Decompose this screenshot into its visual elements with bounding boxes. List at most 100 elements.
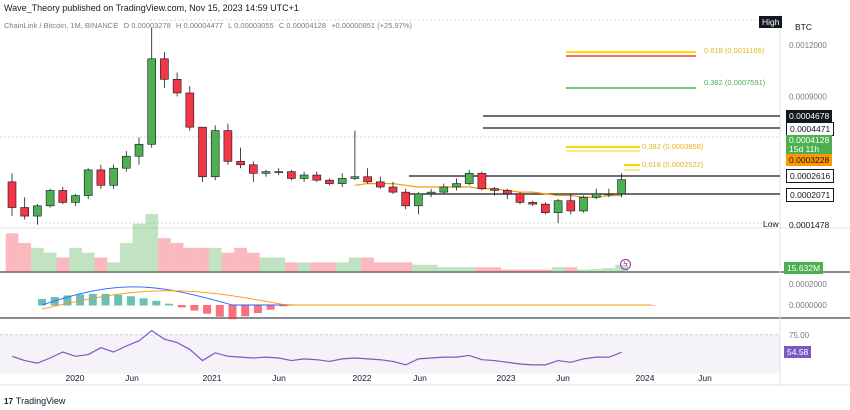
- low-value-label: 0.0001478: [789, 220, 830, 230]
- candle-body: [452, 183, 461, 188]
- candle-body: [617, 179, 626, 195]
- volume-bar: [412, 264, 425, 272]
- high-marker: High: [759, 16, 783, 28]
- volume-bar: [297, 262, 311, 272]
- candle-body: [147, 58, 156, 145]
- volume-bar: [348, 257, 362, 272]
- volume-bar: [272, 257, 286, 272]
- rsi-tick: 75.00: [789, 331, 810, 340]
- macd-histogram-bar: [266, 305, 275, 310]
- macd-tick: 0.0002000: [789, 280, 827, 289]
- candle-body: [325, 179, 334, 184]
- signal-line: [41, 290, 652, 310]
- candle-body: [122, 155, 131, 169]
- candle-body: [299, 174, 309, 179]
- candle-body: [198, 126, 207, 178]
- macd-histogram-bar: [76, 294, 85, 306]
- volume-bar: [259, 257, 273, 272]
- candle-body: [375, 181, 385, 188]
- candle-body: [439, 186, 449, 193]
- macd-histogram-bar: [215, 305, 224, 317]
- macd-histogram-bar: [88, 293, 97, 306]
- low-marker: Low: [763, 219, 779, 229]
- volume-bar: [513, 269, 527, 272]
- lightning-icon[interactable]: ϟ: [620, 259, 631, 270]
- candle-body: [490, 188, 499, 191]
- volume-label: 15.632M: [784, 262, 824, 274]
- macd-histogram-bar: [139, 298, 148, 306]
- time-tick: 2022: [353, 373, 372, 383]
- fib-382-bottom: 0.382 (0.0003858): [642, 142, 704, 151]
- candle-body: [579, 196, 588, 212]
- volume-bar: [399, 262, 413, 272]
- macd-histogram-bar: [114, 294, 123, 306]
- candle-body: [388, 186, 398, 193]
- candle-body: [274, 171, 284, 173]
- candle-body: [261, 171, 271, 174]
- volume-bar: [551, 267, 565, 272]
- macd-histogram-bar: [253, 305, 262, 314]
- volume-bar: [183, 247, 197, 272]
- candle-body: [45, 190, 55, 207]
- candle-body: [414, 193, 423, 207]
- candle-body: [20, 207, 30, 217]
- candle-body: [236, 161, 245, 166]
- support-2-label: 0.0002071: [786, 188, 835, 202]
- candle-body: [210, 130, 220, 178]
- volume-bar: [120, 243, 133, 272]
- candle-body: [287, 171, 296, 179]
- candle-body: [83, 169, 93, 196]
- candle-body: [477, 173, 487, 190]
- volume-bar: [69, 247, 82, 272]
- time-tick: Jun: [272, 373, 286, 383]
- resistance-top-label: 0.0004678: [786, 110, 833, 122]
- published-info: Wave_Theory published on TradingView.com…: [4, 3, 299, 13]
- volume-bar: [132, 223, 146, 272]
- rsi-line: [11, 329, 622, 366]
- candle-body: [350, 176, 360, 179]
- volume-bar: [564, 267, 578, 272]
- macd-histogram-bar: [63, 295, 72, 306]
- volume-bar: [424, 264, 438, 272]
- volume-bar: [208, 247, 222, 272]
- volume-bar: [221, 252, 235, 272]
- countdown: 15d 11h: [789, 144, 820, 154]
- price-tick: 0.0009000: [789, 92, 827, 101]
- volume-bar: [31, 247, 44, 272]
- macd-histogram-bar: [279, 305, 288, 307]
- candle-body: [502, 190, 512, 195]
- candle-body: [134, 143, 144, 157]
- volume-bar: [323, 262, 336, 272]
- macd-histogram-bar: [228, 305, 237, 320]
- volume-bar: [107, 262, 120, 272]
- volume-bar: [374, 262, 387, 272]
- candle-body: [172, 78, 182, 94]
- volume-bar: [94, 257, 108, 272]
- close-value: C 0.00004128: [278, 21, 326, 30]
- open-value: O 0.00003278: [123, 21, 171, 30]
- time-tick: 2024: [636, 373, 655, 383]
- ema-label: 0.0003228: [786, 154, 833, 166]
- current-price: 0.0004128: [789, 135, 830, 145]
- footer-brand: TradingView: [15, 396, 66, 406]
- macd-tick: 0.0000000: [789, 301, 827, 310]
- candle-body: [312, 174, 322, 181]
- volume-bar: [145, 214, 159, 272]
- volume-bar: [462, 267, 476, 272]
- volume-bar: [589, 269, 603, 272]
- candle-body: [7, 181, 17, 208]
- volume-bar: [310, 262, 324, 272]
- volume-bar: [170, 243, 184, 272]
- macd-histogram-bar: [177, 305, 186, 308]
- macd-histogram-bar: [165, 303, 173, 306]
- time-tick: 2021: [203, 373, 222, 383]
- volume-bar: [43, 252, 57, 272]
- volume-bar: [335, 262, 349, 272]
- volume-bar: [361, 257, 374, 272]
- symbol-name[interactable]: ChainLink / Bitcoin, 1M, BINANCE: [4, 21, 119, 30]
- volume-bar: [539, 269, 552, 272]
- volume-bar: [196, 247, 209, 272]
- candle-body: [515, 193, 525, 203]
- volume-bar: [158, 238, 171, 272]
